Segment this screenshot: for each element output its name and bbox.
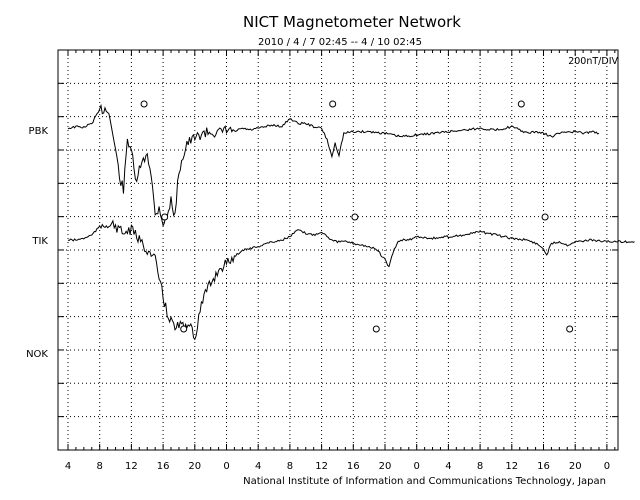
x-tick-label: 8 <box>287 461 293 472</box>
station-label: PBK <box>29 126 49 137</box>
x-tick-label: 20 <box>188 461 201 472</box>
scale-label: 200nT/DIV <box>568 56 618 67</box>
x-tick-label: 12 <box>315 461 328 472</box>
midnight-marker <box>372 325 380 333</box>
x-tick-label: 4 <box>65 461 71 472</box>
x-tick-label: 16 <box>347 461 360 472</box>
x-tick-label: 20 <box>569 461 582 472</box>
x-tick-label: 4 <box>255 461 261 472</box>
x-tick-label: 12 <box>125 461 138 472</box>
grid-lines <box>58 50 618 450</box>
x-tick-label: 0 <box>414 461 420 472</box>
x-tick-label: 4 <box>445 461 451 472</box>
station-trace <box>67 103 600 228</box>
x-tick-label: 8 <box>97 461 103 472</box>
midnight-marker <box>161 213 169 221</box>
x-tick-labels: 4 8 12 16 20 0 4 8 12 16 20 0 4 8 12 16 20 0 <box>65 461 610 472</box>
x-tick-label: 16 <box>157 461 170 472</box>
x-tick-label: 16 <box>537 461 550 472</box>
station-nok: NOK <box>26 325 574 360</box>
x-tick-label: 8 <box>477 461 483 472</box>
chart-subtitle: 2010 / 4 / 7 02:45 -- 4 / 10 02:45 <box>258 37 422 48</box>
midnight-marker <box>517 100 525 108</box>
x-tick-label: 12 <box>505 461 518 472</box>
x-tick-label: 0 <box>223 461 229 472</box>
x-tick-label: 20 <box>379 461 392 472</box>
station-tik: TIK <box>31 213 635 341</box>
midnight-marker <box>180 325 188 333</box>
midnight-marker <box>351 213 359 221</box>
station-label: NOK <box>26 349 48 360</box>
station-trace <box>67 219 635 341</box>
station-label: TIK <box>31 236 48 247</box>
chart-title: NICT Magnetometer Network <box>243 13 461 31</box>
axis-ticks <box>58 50 618 450</box>
x-tick-label: 0 <box>604 461 610 472</box>
credit-text: National Institute of Information and Co… <box>243 476 606 487</box>
midnight-marker <box>140 100 148 108</box>
midnight-marker <box>541 213 549 221</box>
station-traces: PBK TIK NOK <box>26 100 635 360</box>
midnight-marker <box>329 100 337 108</box>
station-pbk: PBK <box>29 100 600 228</box>
midnight-marker <box>566 325 574 333</box>
